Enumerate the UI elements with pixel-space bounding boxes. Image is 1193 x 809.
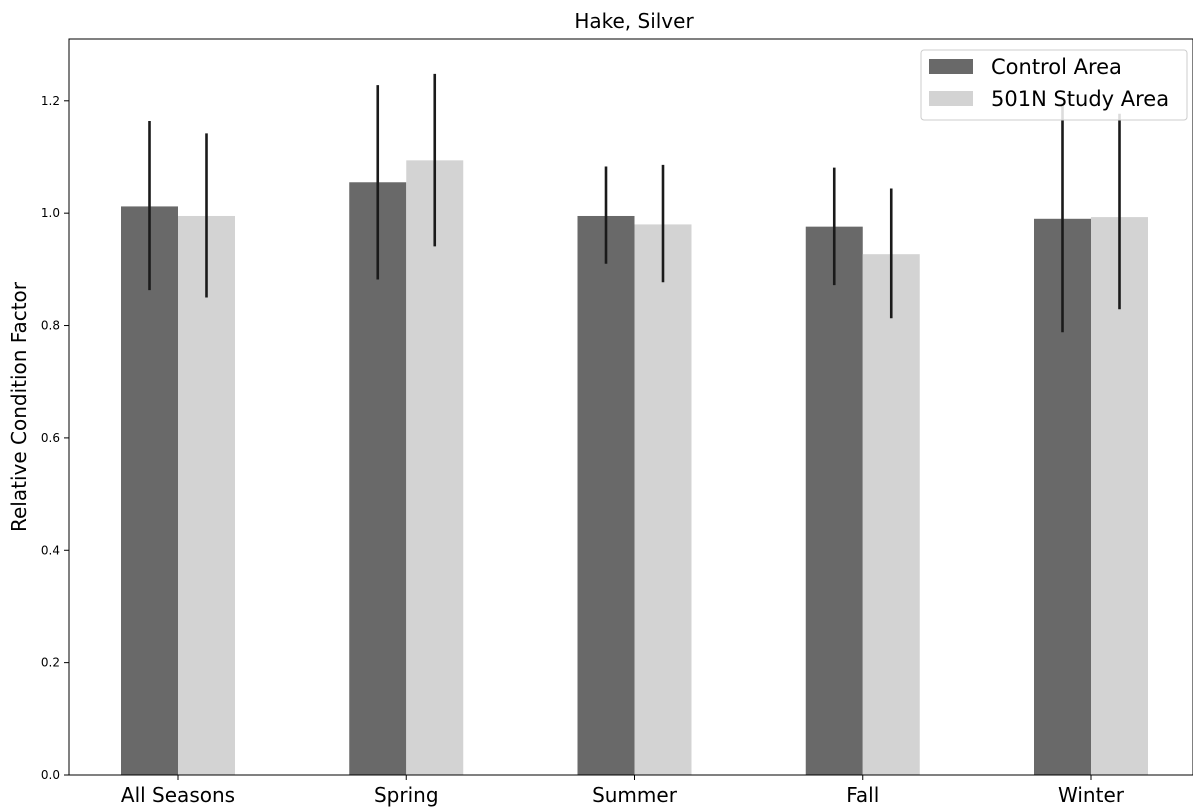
legend: Control Area 501N Study Area: [920, 49, 1188, 121]
bar-501n-study-area-winter: [1091, 217, 1148, 775]
bar-control-area-spring: [349, 182, 407, 775]
bar-501n-study-area-all-seasons: [178, 215, 235, 775]
y-tick-label: 0.2: [41, 656, 60, 670]
y-axis-label: Relative Condition Factor: [7, 281, 31, 532]
y-tick-label: 1.2: [41, 94, 60, 108]
legend-swatch-study-area: [929, 91, 973, 106]
error-bars-group: [148, 73, 1121, 333]
x-tick-label-spring: Spring: [374, 783, 439, 807]
bar-control-area-fall: [805, 226, 863, 775]
x-tick-label-all-seasons: All Seasons: [121, 783, 235, 807]
x-tick-label-fall: Fall: [846, 783, 879, 807]
legend-label-study-area: 501N Study Area: [991, 87, 1169, 111]
plot-frame: [68, 38, 1193, 776]
bar-control-area-summer: [577, 215, 635, 775]
x-axis: All Seasons Spring Summer Fall Winter: [121, 775, 1125, 807]
bar-control-area-all-seasons: [121, 206, 178, 775]
bar-501n-study-area-spring: [406, 160, 464, 776]
y-axis: 0.0 0.2 0.4 0.6 0.8 1.0 1.2: [41, 94, 69, 782]
legend-label-control-area: Control Area: [991, 55, 1122, 79]
y-tick-label: 0.0: [41, 768, 60, 782]
x-tick-label-winter: Winter: [1058, 783, 1125, 807]
bar-501n-study-area-summer: [634, 224, 692, 775]
y-tick-label: 0.4: [41, 543, 60, 557]
legend-box: [920, 49, 1188, 121]
y-tick-label: 1.0: [41, 206, 60, 220]
y-tick-label: 0.8: [41, 319, 60, 333]
chart-title: Hake, Silver: [574, 9, 694, 33]
x-tick-label-summer: Summer: [592, 783, 678, 807]
y-tick-label: 0.6: [41, 431, 60, 445]
legend-swatch-control-area: [929, 59, 973, 74]
bar-501n-study-area-fall: [862, 254, 920, 775]
bars-group: [121, 160, 1148, 776]
